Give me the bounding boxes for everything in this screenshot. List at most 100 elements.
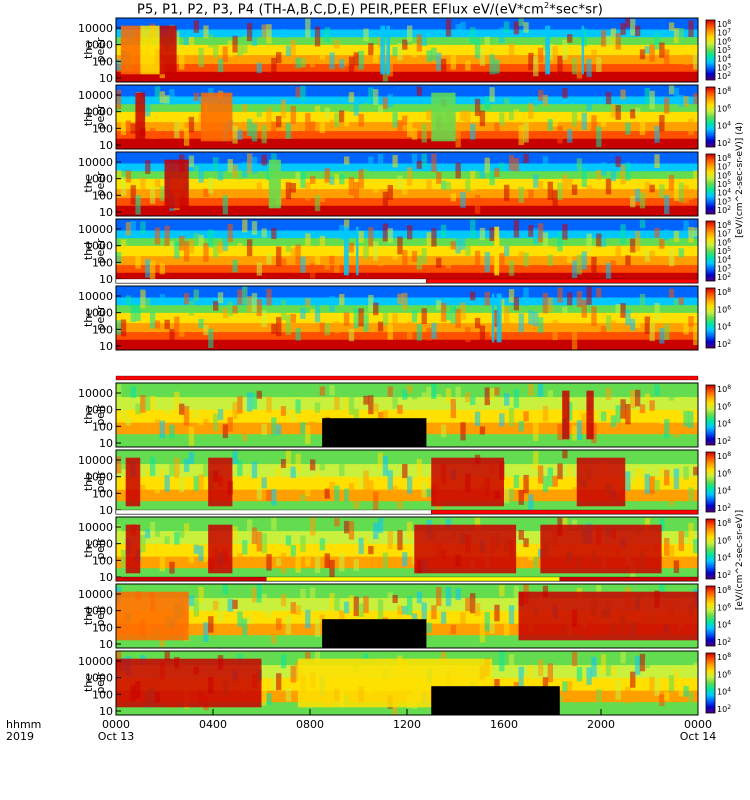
flux-cell [484,95,490,110]
flux-cell [402,39,408,50]
flux-cell [552,118,558,127]
flux-cell [474,98,481,116]
flux-cell [164,225,170,246]
flux-cell [683,54,689,66]
flux-cell [664,194,670,215]
flux-cell [392,485,398,502]
flux-cell [673,560,680,574]
flux-cell [280,594,287,607]
flux-cell [140,177,146,194]
flux-cell [217,241,224,254]
flux-cell [314,105,321,119]
flux-cell [145,259,151,278]
flux-cell [237,44,243,57]
flux-cell [426,327,432,341]
flux-cell [382,455,389,476]
flux-cell [634,107,641,116]
colorbar-tick-label: 108 [717,153,731,163]
colorbar-tick-label: 106 [717,103,731,113]
flux-cell [290,182,296,193]
flux-cell [276,52,282,64]
flux-cell [513,541,520,554]
flux-cell [683,410,689,427]
flux-cell [164,400,170,414]
flux-cell [305,113,311,132]
flux-cell [504,618,510,636]
flux-cell [169,241,175,250]
flux-cell [387,531,393,550]
flux-cell [431,47,437,61]
flux-cell [630,389,636,409]
flux-cell [678,297,684,305]
flux-cell [266,24,272,44]
flux-cell [130,185,136,205]
flux-cell [664,323,670,341]
flux-cell [169,89,175,105]
flux-cell [673,669,680,680]
flux-cell [140,484,146,498]
flux-cell [426,488,432,497]
flux-cell [567,34,573,43]
flux-cell [625,162,631,181]
y-tick-label: 10000 [78,387,113,400]
flux-cell [644,182,650,195]
flux-cell [116,524,122,535]
flux-cell [343,488,350,502]
panel-species-label: peer [94,104,107,130]
flux-cell [305,557,311,567]
flux-cell [242,104,248,113]
x-tick-label: 2000 [587,718,615,731]
flux-cell [261,154,267,166]
flux-cell [319,322,326,336]
colorbar-tick-label: 105 [717,45,731,55]
flux-cell [382,97,389,109]
flux-cell [358,50,364,70]
energy-band [116,104,698,113]
flux-cell [649,90,655,110]
flux-cell [159,186,165,201]
flux-cell [474,411,481,427]
colorbar-tick-label: 102 [717,272,731,282]
flux-cell [411,128,418,140]
flux-cell [305,233,311,247]
flux-cell [203,622,209,642]
flux-cell [363,244,369,260]
colorbar-tick-label: 106 [717,401,731,411]
flux-cell [232,451,238,465]
flux-cell [499,298,505,316]
flux-cell [237,242,243,257]
flux-cell [348,595,355,611]
flux-cell [523,153,529,164]
panel-species-label: peer [94,238,107,264]
flux-cell [455,386,461,403]
flux-cell [208,177,214,194]
flux-cell [397,175,403,190]
colorbar-tick-label: 106 [717,304,731,314]
panel-species-label: peir [94,471,107,493]
flux-cell [314,473,321,489]
flux-cell [363,470,369,491]
flux-cell [353,99,359,116]
panel-tha-peir: 10 100 1000 10000 tha peir 108 106 104 102 [78,382,731,450]
colorbar-tick-label: 104 [717,553,731,563]
flux-cell [557,182,563,200]
flux-cell [693,662,699,673]
flux-cell [547,390,553,409]
colorbar-tick-label: 108 [717,384,731,394]
mode-bar-segment [115,576,267,582]
y-tick-label: 1000 [85,240,113,253]
flux-cell [431,228,437,247]
flux-cell [576,120,583,129]
flux-cell [217,164,224,181]
flux-cell [314,195,321,212]
flux-cell [169,458,175,477]
flux-cell [188,452,195,465]
flux-cell [615,680,621,700]
flux-cell [693,539,699,554]
flux-cell [654,479,660,492]
flux-cell [145,298,151,311]
flux-cell [300,494,306,506]
flux-cell [329,593,335,612]
flux-cell [557,463,563,480]
